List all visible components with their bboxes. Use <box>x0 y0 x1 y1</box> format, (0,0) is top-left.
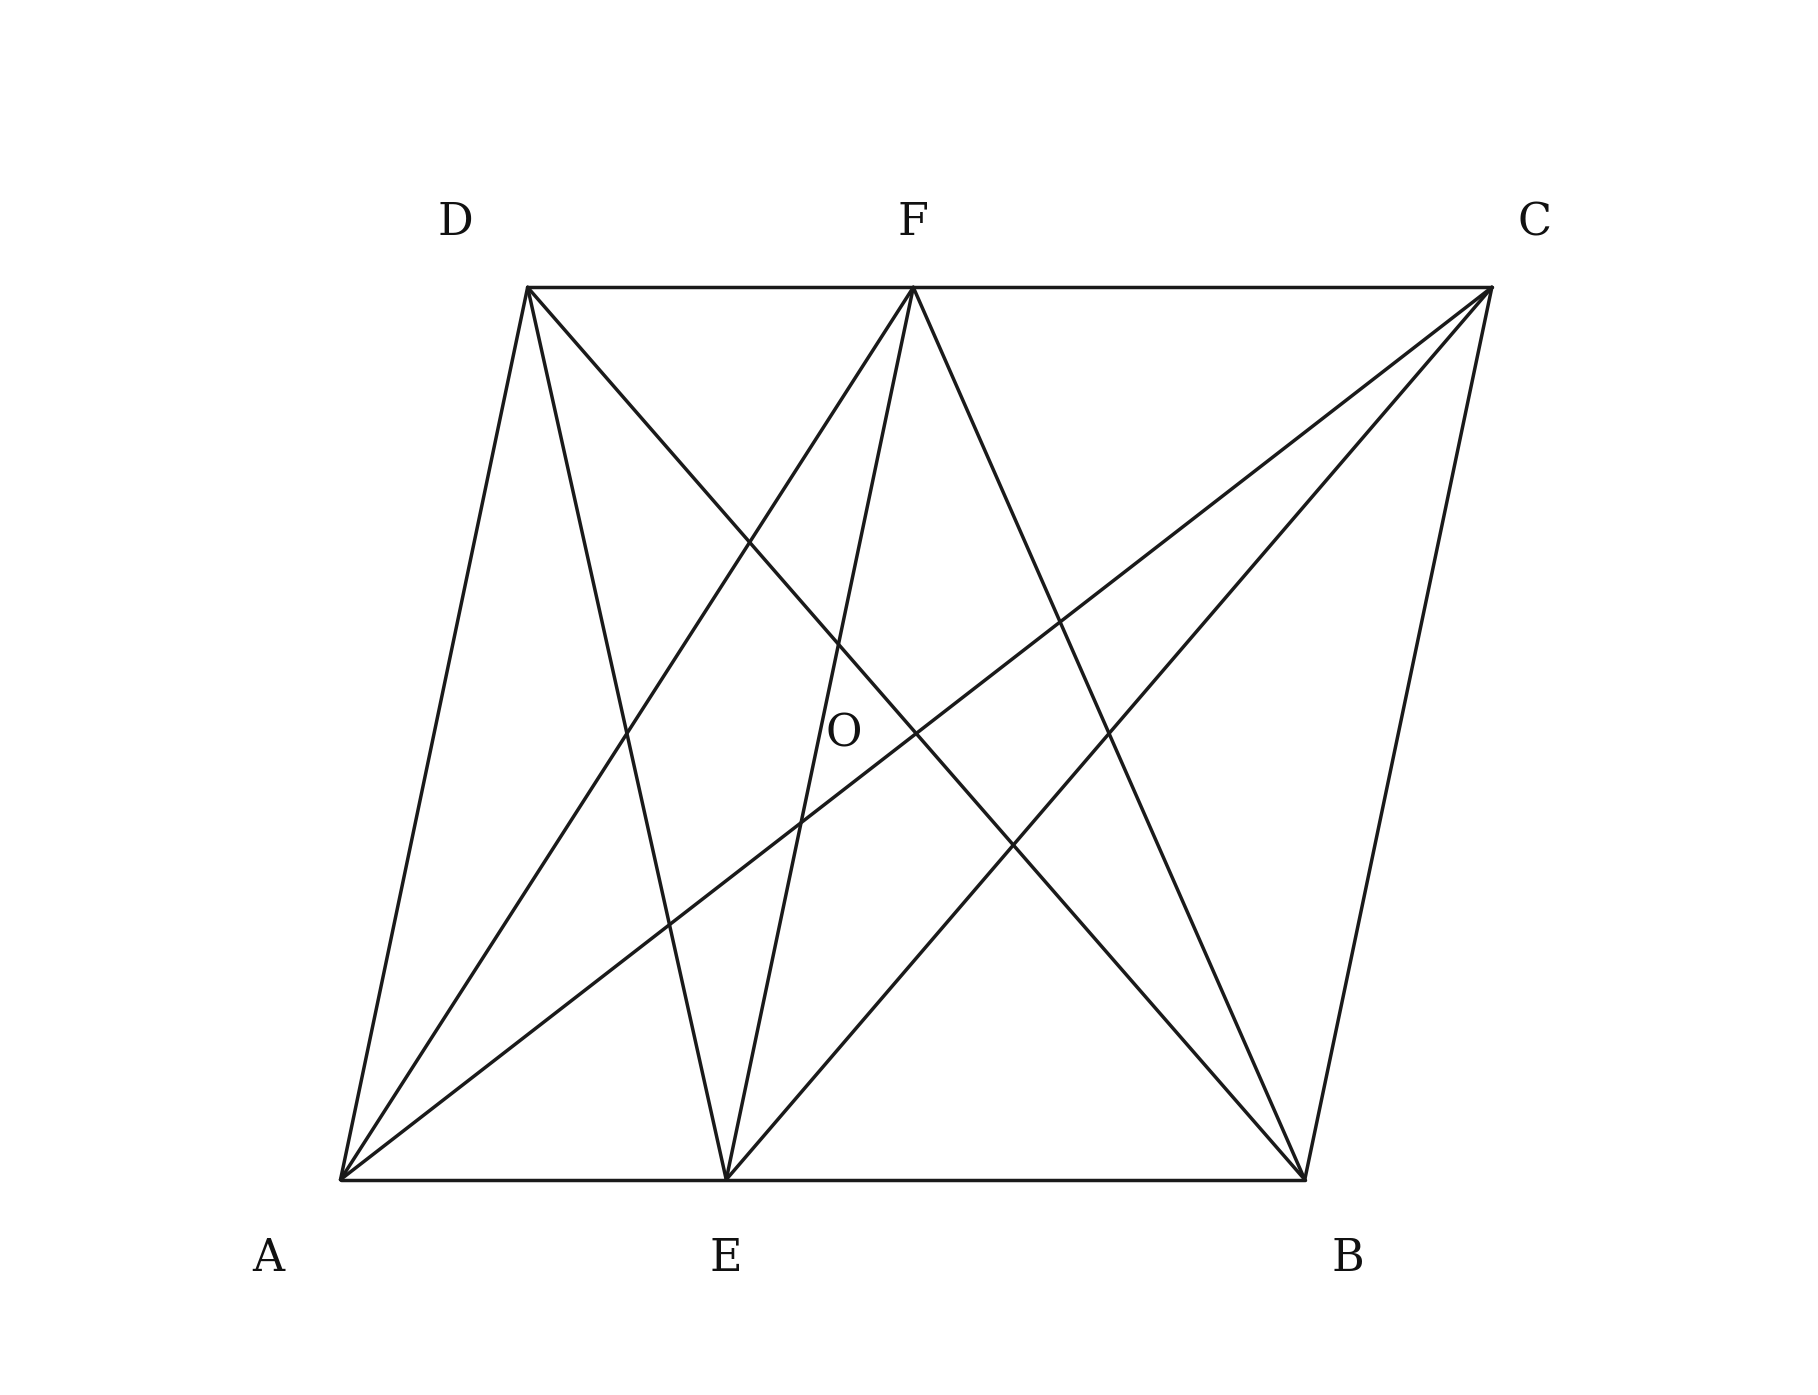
Text: D: D <box>438 201 473 244</box>
Text: O: O <box>825 711 862 755</box>
Text: F: F <box>898 201 929 244</box>
Text: E: E <box>709 1237 742 1281</box>
Text: A: A <box>253 1237 285 1281</box>
Text: B: B <box>1331 1237 1364 1281</box>
Text: C: C <box>1518 201 1553 244</box>
